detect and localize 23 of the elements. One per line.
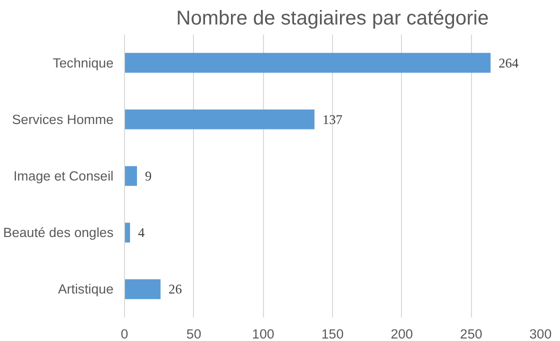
y-tick-label: Services Homme — [12, 112, 114, 127]
y-tick-label: Beauté des ongles — [3, 225, 114, 240]
x-tick-label: 250 — [460, 326, 482, 341]
bar — [124, 279, 161, 300]
x-tick-label: 300 — [529, 326, 552, 341]
x-tick-label: 0 — [120, 326, 128, 341]
data-label: 264 — [498, 55, 519, 70]
bar — [124, 166, 137, 186]
bar — [124, 52, 491, 73]
data-label: 4 — [138, 225, 146, 240]
bar — [124, 222, 130, 243]
y-tick-label: Technique — [52, 55, 114, 70]
y-tick-label: Artistique — [58, 282, 114, 297]
y-tick-label: Image et Conseil — [13, 168, 114, 184]
x-tick-label: 150 — [321, 326, 344, 341]
x-tick-label: 100 — [252, 326, 274, 341]
chart-title: Nombre de stagiaires par catégorie — [176, 8, 489, 30]
bar — [124, 109, 314, 130]
x-tick-label: 200 — [390, 326, 413, 341]
x-tick-label: 50 — [186, 326, 202, 341]
data-label: 9 — [144, 168, 152, 184]
data-label: 137 — [322, 112, 343, 127]
data-label: 26 — [168, 282, 182, 297]
